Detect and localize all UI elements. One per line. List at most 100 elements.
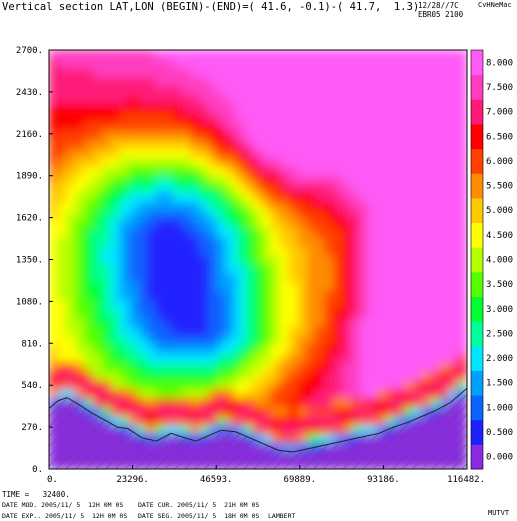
field-cell	[261, 120, 272, 131]
field-cell	[146, 290, 157, 301]
field-cell	[66, 120, 77, 131]
field-cell	[457, 209, 467, 220]
field-cell	[279, 102, 290, 114]
field-cell	[350, 397, 361, 408]
field-cell	[421, 254, 433, 265]
field-cell	[404, 93, 415, 105]
field-cell	[66, 245, 77, 256]
field-cell	[208, 343, 219, 354]
field-cell	[448, 245, 459, 256]
field-cell	[172, 334, 184, 345]
field-cell	[137, 156, 148, 167]
field-cell	[270, 281, 281, 292]
field-cell	[252, 325, 264, 336]
field-cell	[83, 58, 95, 69]
field-cell	[430, 388, 441, 399]
field-cell	[413, 209, 424, 220]
field-cell	[92, 343, 103, 354]
field-cell	[404, 352, 415, 363]
field-cell	[368, 397, 379, 408]
projection-label: LAMBERT	[268, 512, 296, 520]
field-cell	[457, 334, 467, 345]
field-cell	[368, 200, 379, 212]
field-cell	[199, 254, 210, 265]
field-cell	[341, 200, 352, 212]
field-cell	[155, 432, 166, 443]
field-cell	[244, 334, 255, 345]
x-tick-label: 93186.	[367, 475, 400, 485]
field-cell	[297, 272, 308, 283]
field-cell	[279, 263, 290, 274]
field-cell	[368, 299, 379, 310]
field-cell	[226, 50, 237, 60]
field-cell	[190, 183, 201, 194]
field-cell	[199, 263, 210, 274]
field-cell	[324, 138, 335, 149]
field-cell	[128, 263, 139, 274]
field-cell	[386, 397, 397, 408]
field-cell	[252, 245, 264, 256]
field-cell	[49, 93, 59, 105]
field-cell	[181, 76, 192, 87]
field-cell	[270, 423, 281, 434]
field-cell	[439, 352, 450, 363]
field-cell	[457, 218, 467, 229]
field-cell	[110, 272, 121, 283]
field-cell	[377, 209, 388, 220]
field-cell	[386, 200, 397, 212]
field-cell	[377, 183, 388, 194]
field-cell	[270, 120, 281, 131]
field-cell	[350, 156, 361, 167]
field-cell	[457, 370, 467, 381]
field-cell	[386, 85, 397, 96]
field-cell	[190, 58, 201, 69]
field-cell	[324, 165, 335, 176]
field-cell	[146, 138, 157, 149]
field-cell	[110, 93, 121, 105]
field-cell	[332, 423, 344, 434]
field-cell	[244, 263, 255, 274]
field-cell	[83, 76, 95, 87]
field-cell	[208, 334, 219, 345]
field-cell	[315, 370, 326, 381]
field-cell	[128, 325, 139, 336]
field-cell	[66, 156, 77, 167]
field-cell	[413, 379, 424, 390]
field-cell	[128, 192, 139, 203]
field-cell	[190, 361, 201, 372]
field-cell	[324, 129, 335, 140]
field-cell	[110, 334, 121, 345]
field-cell	[199, 147, 210, 158]
y-tick-label: 1890.	[16, 172, 43, 182]
field-cell	[288, 156, 299, 167]
field-cell	[83, 245, 95, 256]
field-cell	[288, 307, 299, 319]
field-cell	[350, 138, 361, 149]
field-cell	[252, 334, 264, 345]
field-cell	[288, 120, 299, 131]
field-cell	[430, 165, 441, 176]
field-cell	[350, 307, 361, 319]
field-cell	[270, 254, 281, 265]
field-cell	[217, 370, 228, 381]
field-cell	[386, 102, 397, 114]
field-cell	[235, 281, 246, 292]
field-cell	[386, 379, 397, 390]
field-cell	[332, 316, 344, 327]
field-cell	[137, 316, 148, 327]
field-cell	[155, 272, 166, 283]
field-cell	[199, 299, 210, 310]
field-cell	[261, 325, 272, 336]
field-cell	[92, 263, 103, 274]
field-cell	[341, 174, 352, 185]
field-cell	[430, 245, 441, 256]
field-cell	[315, 316, 326, 327]
field-cell	[306, 245, 317, 256]
field-cell	[199, 307, 210, 319]
field-cell	[377, 147, 388, 158]
field-cell	[386, 299, 397, 310]
field-cell	[297, 200, 308, 212]
field-cell	[404, 50, 415, 60]
field-cell	[457, 76, 467, 87]
colorbar-swatch	[471, 197, 483, 224]
